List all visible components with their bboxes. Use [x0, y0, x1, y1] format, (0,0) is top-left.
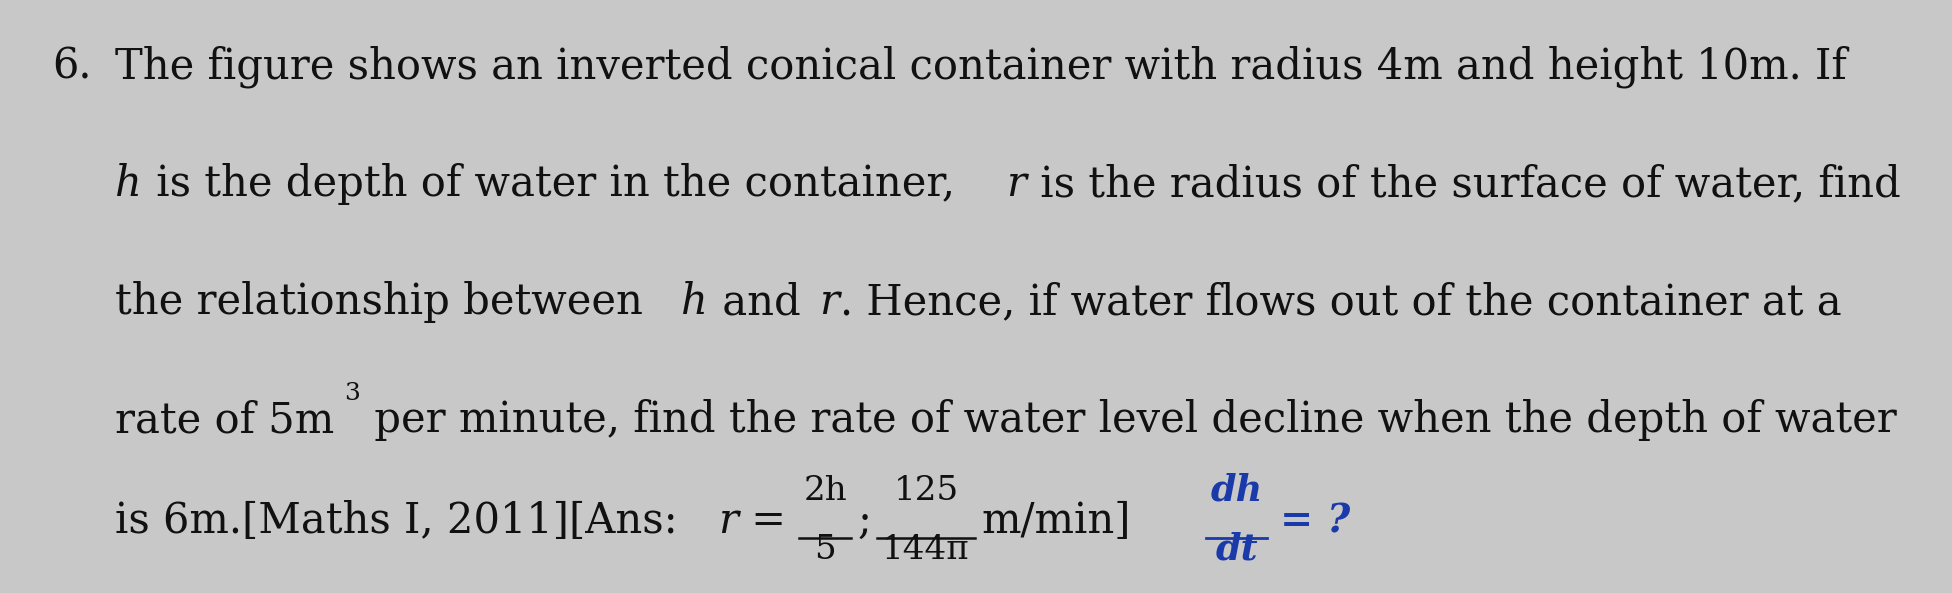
Text: per minute, find the rate of water level decline when the depth of water: per minute, find the rate of water level…	[361, 399, 1897, 441]
Text: is the radius of the surface of water, find: is the radius of the surface of water, f…	[1027, 163, 1901, 205]
Text: h: h	[681, 281, 709, 323]
Text: 2h: 2h	[804, 475, 847, 507]
Text: r: r	[820, 281, 839, 323]
Text: m/min]: m/min]	[982, 499, 1130, 541]
Text: The figure shows an inverted conical container with radius 4m and height 10m. If: The figure shows an inverted conical con…	[115, 45, 1847, 88]
Text: r: r	[1007, 163, 1027, 205]
Text: 3: 3	[346, 382, 361, 405]
Text: is the depth of water in the container,: is the depth of water in the container,	[142, 163, 968, 205]
Text: 144π: 144π	[882, 534, 970, 566]
Text: rate of 5m: rate of 5m	[115, 399, 334, 441]
Text: ;: ;	[857, 499, 873, 541]
Text: the relationship between: the relationship between	[115, 281, 656, 323]
Text: 125: 125	[894, 475, 958, 507]
Text: 5: 5	[814, 534, 835, 566]
Text: r: r	[718, 499, 738, 541]
Text: . Hence, if water flows out of the container at a: . Hence, if water flows out of the conta…	[839, 281, 1841, 323]
Text: h: h	[115, 163, 142, 205]
Text: is 6m.[Maths I, 2011][Ans:: is 6m.[Maths I, 2011][Ans:	[115, 499, 691, 541]
Text: dt: dt	[1216, 531, 1257, 567]
Text: = ?: = ?	[1281, 503, 1351, 541]
Text: and: and	[709, 281, 814, 323]
Text: dh: dh	[1210, 472, 1263, 508]
Text: =: =	[738, 499, 800, 541]
Text: 6.: 6.	[53, 45, 92, 87]
